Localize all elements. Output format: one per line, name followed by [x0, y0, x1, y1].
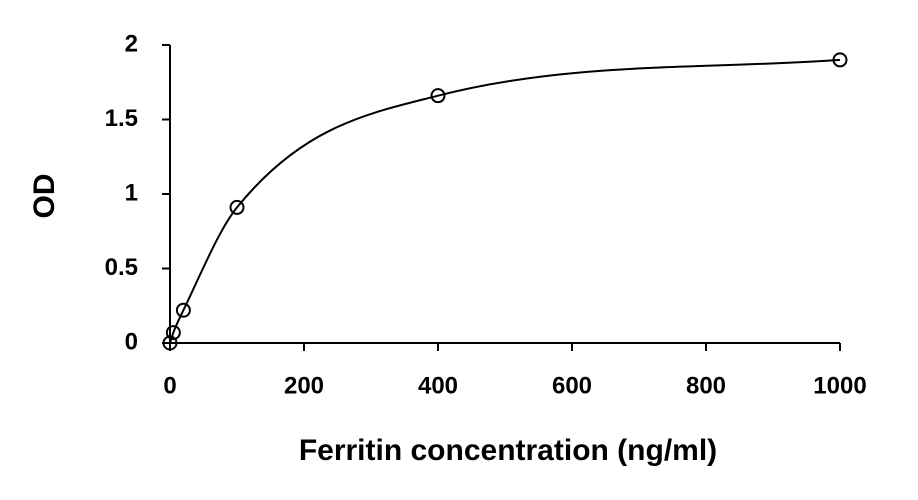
fit-curve: [169, 58, 841, 344]
y-tick-label: 2: [125, 30, 138, 57]
y-tick-label: 0: [125, 328, 138, 355]
x-tick-label: 1000: [813, 372, 866, 399]
x-tick-label: 800: [686, 372, 726, 399]
y-tick-label: 1.5: [105, 105, 138, 132]
data-point: [162, 335, 178, 351]
y-tick-label: 0.5: [105, 254, 138, 281]
y-axis-title: OD: [28, 174, 61, 219]
x-tick-label: 400: [418, 372, 458, 399]
data-point: [832, 52, 848, 68]
data-point: [165, 325, 181, 341]
x-tick-label: 600: [552, 372, 592, 399]
data-point: [430, 88, 446, 104]
y-tick-label: 1: [125, 179, 138, 206]
x-tick-label: 0: [163, 372, 176, 399]
x-tick-label: 200: [284, 372, 324, 399]
x-axis-title: Ferritin concentration (ng/ml): [299, 434, 717, 467]
data-point: [175, 302, 191, 318]
data-point: [229, 199, 245, 215]
